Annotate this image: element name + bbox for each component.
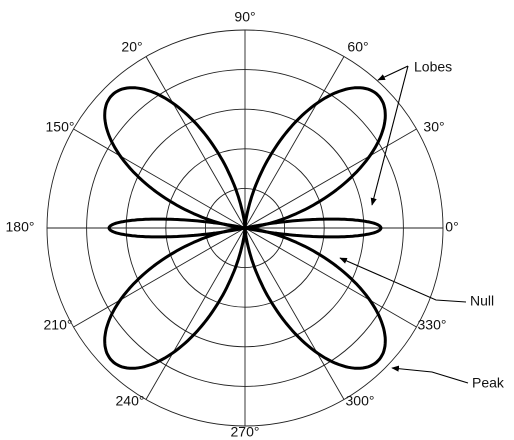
radial-line <box>244 128 417 229</box>
lobe <box>103 226 247 370</box>
peak-label: Peak <box>472 375 505 391</box>
lobe <box>103 86 247 230</box>
lobe <box>243 226 387 370</box>
angle-label: 30° <box>423 119 444 135</box>
radial-line <box>145 227 246 400</box>
radiation-pattern <box>103 86 387 370</box>
polar-grid <box>46 29 444 427</box>
angle-label: 90° <box>234 9 255 25</box>
angle-label: 210° <box>44 317 73 333</box>
lobe <box>243 217 383 239</box>
angle-labels: 90° 60° 30° 0° 330° 300° 270° 240° 210° 180° 150° 2… <box>6 9 459 440</box>
angle-label: 300° <box>346 393 375 409</box>
lobe <box>243 86 387 230</box>
lobe <box>107 217 247 239</box>
lobes-arrow <box>370 65 409 206</box>
radial-line <box>244 56 345 229</box>
null-label: Null <box>470 293 494 309</box>
radial-line <box>73 128 246 229</box>
angle-label: 240° <box>116 393 145 409</box>
angle-label: 0° <box>445 219 458 235</box>
angle-label: 20° <box>121 39 142 55</box>
angle-label: 60° <box>347 39 368 55</box>
lobes-label: Lobes <box>414 59 452 75</box>
peak-arrow <box>391 365 469 384</box>
null-arrow <box>339 257 467 303</box>
angle-label: 330° <box>418 317 447 333</box>
radial-line <box>73 227 246 328</box>
lobes-arrow <box>377 65 409 81</box>
radial-line <box>244 227 417 328</box>
radial-line <box>244 227 345 400</box>
angle-label: 150° <box>46 119 75 135</box>
angle-label: 180° <box>6 219 35 235</box>
radial-line <box>145 56 246 229</box>
angle-label: 270° <box>231 424 260 440</box>
